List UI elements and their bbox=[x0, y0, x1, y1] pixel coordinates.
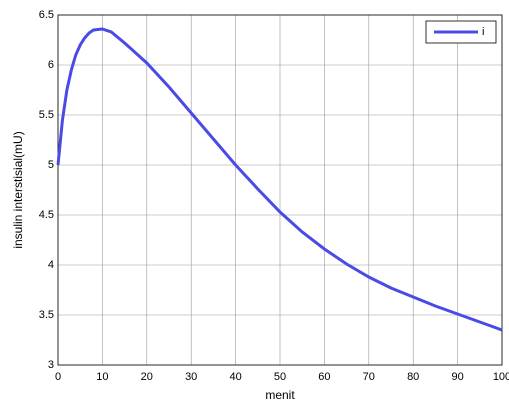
y-tick-label: 3 bbox=[48, 359, 54, 371]
x-tick-label: 60 bbox=[318, 371, 330, 383]
data-line bbox=[56, 27, 503, 332]
y-axis-label: insulin interstisial(mU) bbox=[11, 131, 25, 248]
y-tick-label: 5.5 bbox=[39, 109, 54, 121]
x-tick-label: 70 bbox=[363, 371, 375, 383]
x-tick-label: 30 bbox=[185, 371, 197, 383]
x-tick-label: 90 bbox=[451, 371, 463, 383]
x-tick-label: 40 bbox=[229, 371, 241, 383]
y-tick-label: 6.5 bbox=[39, 9, 54, 21]
plot-frame bbox=[57, 14, 503, 366]
y-tick-label: 3.5 bbox=[39, 309, 54, 321]
x-tick-label: 10 bbox=[96, 371, 108, 383]
legend-label: i bbox=[482, 26, 484, 38]
x-tick-label: 20 bbox=[141, 371, 153, 383]
y-tick-label: 4.5 bbox=[39, 209, 54, 221]
x-tick-label: 0 bbox=[55, 371, 61, 383]
y-tick-label: 5 bbox=[48, 159, 54, 171]
x-axis-label: menit bbox=[265, 388, 295, 402]
y-tick-label: 6 bbox=[48, 59, 54, 71]
y-tick-label: 4 bbox=[48, 259, 54, 271]
x-tick-label: 100 bbox=[493, 371, 509, 383]
x-tick-label: 50 bbox=[274, 371, 286, 383]
x-tick-label: 80 bbox=[407, 371, 419, 383]
